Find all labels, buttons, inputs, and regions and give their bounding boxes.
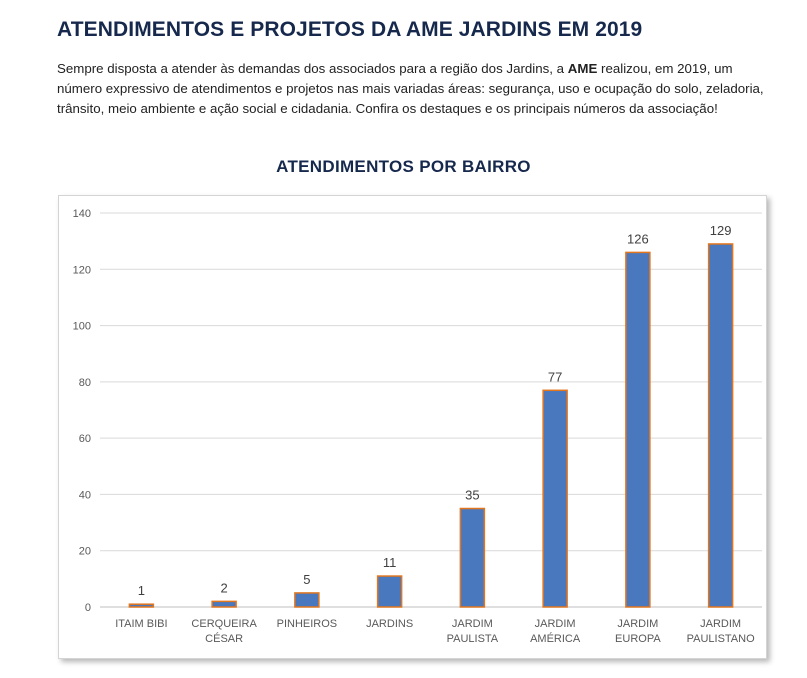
data-label: 77 — [548, 369, 562, 384]
y-tick-label: 140 — [73, 208, 91, 220]
x-tick-label: ITAIM BIBI — [115, 618, 167, 630]
y-tick-label: 120 — [73, 264, 91, 276]
chart-frame: 0 20 40 60 80 100 120 140 1 ITAIM BIBI 2 CERQUEIRA C… — [58, 195, 767, 659]
intro-text-start: Sempre disposta a atender às demandas do… — [57, 61, 568, 76]
bar — [294, 592, 320, 608]
data-label: 5 — [303, 572, 310, 587]
x-tick-label: JARDIM — [700, 618, 741, 630]
intro-text-end: realizou, em 2019, um número expressivo … — [57, 61, 764, 116]
page-title: ATENDIMENTOS E PROJETOS DA AME JARDINS E… — [57, 18, 643, 41]
data-label: 35 — [465, 488, 479, 503]
x-tick-label: JARDINS — [366, 618, 413, 630]
y-tick-label: 100 — [73, 321, 91, 333]
x-tick-label: JARDIM — [452, 618, 493, 630]
bar — [376, 575, 403, 608]
x-tick-label: PAULISTANO — [687, 633, 755, 645]
x-tick-label: JARDIM — [535, 618, 576, 630]
data-label: 2 — [221, 580, 228, 595]
bar — [707, 243, 734, 608]
x-tick-label: PINHEIROS — [277, 618, 338, 630]
y-tick-label: 80 — [79, 377, 91, 389]
x-tick-label: CÉSAR — [205, 632, 243, 645]
intro-brand-name: AME — [567, 61, 598, 76]
bar — [542, 389, 568, 608]
data-label: 11 — [383, 555, 397, 570]
x-tick-label: PAULISTA — [447, 633, 499, 645]
y-tick-label: 20 — [79, 546, 91, 558]
bar — [459, 507, 486, 608]
x-tick-label: CERQUEIRA — [191, 618, 257, 630]
data-label: 129 — [710, 223, 732, 238]
x-tick-label: EUROPA — [615, 633, 661, 645]
bar — [128, 603, 155, 608]
bar-chart: 0 20 40 60 80 100 120 140 1 ITAIM BIBI 2 CERQUEIRA C… — [73, 208, 762, 645]
y-tick-label: 0 — [85, 602, 91, 614]
bar — [211, 600, 237, 608]
y-tick-label: 60 — [79, 433, 91, 445]
x-tick-label: JARDIM — [617, 618, 658, 630]
bar — [625, 251, 651, 608]
intro-paragraph: Sempre disposta a atender às demandas do… — [57, 59, 779, 119]
y-tick-label: 40 — [79, 489, 91, 501]
data-label: 126 — [627, 231, 649, 246]
data-label: 1 — [138, 583, 145, 598]
x-tick-label: AMÉRICA — [530, 632, 581, 645]
chart-title: ATENDIMENTOS POR BAIRRO — [276, 157, 531, 176]
